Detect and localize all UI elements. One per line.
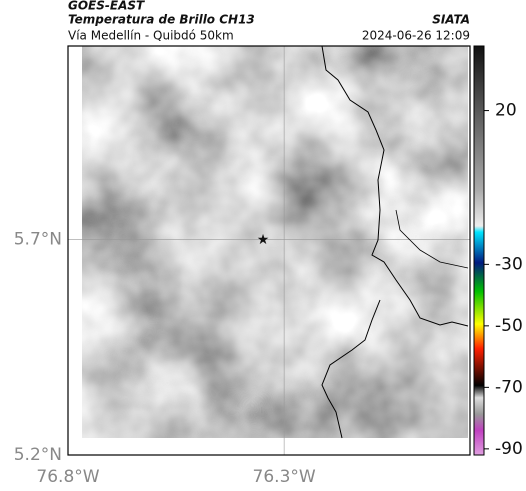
map-frame: [67, 45, 471, 456]
axis-labels: 76.8°W 76.3°W 5.2°N 5.7°N: [14, 230, 316, 487]
colorbar-tick-label: -50: [495, 316, 523, 336]
y-tick-label: 5.7°N: [14, 230, 62, 250]
datetime: 2024-06-26 12:09: [362, 29, 470, 43]
border-line: [321, 45, 469, 327]
colorbar: [473, 45, 485, 456]
colorbar-tick-label: -70: [495, 377, 523, 397]
x-tick-label: 76.8°W: [36, 467, 99, 487]
x-tick-label: 76.3°W: [253, 467, 316, 487]
border-line: [395, 209, 469, 269]
colorbar-tick-label: -30: [495, 254, 523, 274]
org: SIATA: [432, 13, 470, 27]
colorbar-ticks: 20 -30 -50 -70 -90: [484, 101, 523, 459]
route: Vía Medellín - Quibdó 50km: [68, 29, 234, 43]
y-tick-label: 5.2°N: [14, 445, 62, 465]
source: GOES-EAST: [68, 0, 145, 13]
colorbar-tick-label: 20: [495, 101, 517, 121]
satellite-image: [82, 46, 468, 438]
colorbar-tick-label: -90: [495, 439, 523, 459]
product: Temperatura de Brillo CH13: [68, 13, 255, 27]
border-line: [321, 299, 381, 439]
location-marker: ★: [257, 232, 270, 248]
